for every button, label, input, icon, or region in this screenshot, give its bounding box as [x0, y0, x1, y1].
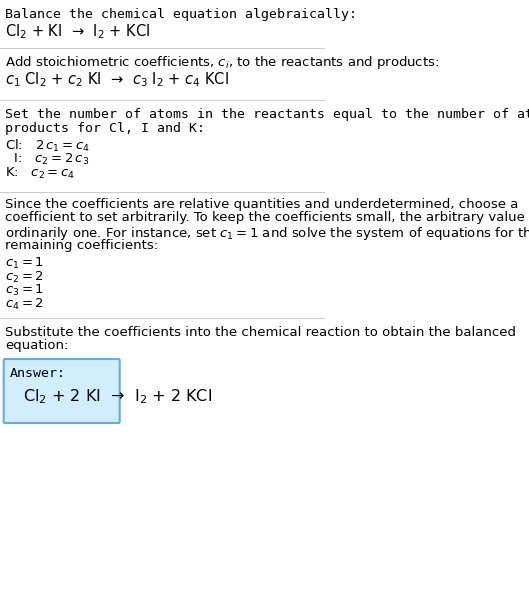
FancyBboxPatch shape — [4, 359, 120, 423]
Text: Cl$_2$ + KI  →  I$_2$ + KCl: Cl$_2$ + KI → I$_2$ + KCl — [5, 22, 150, 41]
Text: Since the coefficients are relative quantities and underdetermined, choose a: Since the coefficients are relative quan… — [5, 198, 518, 211]
Text: Answer:: Answer: — [10, 367, 66, 380]
Text: coefficient to set arbitrarily. To keep the coefficients small, the arbitrary va: coefficient to set arbitrarily. To keep … — [5, 211, 529, 225]
Text: $c_3 = 1$: $c_3 = 1$ — [5, 283, 44, 298]
Text: Set the number of atoms in the reactants equal to the number of atoms in the: Set the number of atoms in the reactants… — [5, 108, 529, 121]
Text: K:   $c_2 = c_4$: K: $c_2 = c_4$ — [5, 166, 75, 181]
Text: $c_4 = 2$: $c_4 = 2$ — [5, 296, 44, 311]
Text: Substitute the coefficients into the chemical reaction to obtain the balanced: Substitute the coefficients into the che… — [5, 326, 516, 339]
Text: remaining coefficients:: remaining coefficients: — [5, 239, 158, 251]
Text: products for Cl, I and K:: products for Cl, I and K: — [5, 122, 205, 135]
Text: Cl:   $2\,c_1 = c_4$: Cl: $2\,c_1 = c_4$ — [5, 138, 90, 154]
Text: ordinarily one. For instance, set $c_1 = 1$ and solve the system of equations fo: ordinarily one. For instance, set $c_1 =… — [5, 225, 529, 242]
Text: Cl$_2$ + 2 KI  →  I$_2$ + 2 KCl: Cl$_2$ + 2 KI → I$_2$ + 2 KCl — [23, 387, 213, 405]
Text: Add stoichiometric coefficients, $c_i$, to the reactants and products:: Add stoichiometric coefficients, $c_i$, … — [5, 54, 439, 71]
Text: $c_2 = 2$: $c_2 = 2$ — [5, 270, 44, 285]
Text: Balance the chemical equation algebraically:: Balance the chemical equation algebraica… — [5, 8, 357, 21]
Text: equation:: equation: — [5, 339, 68, 353]
Text: I:   $c_2 = 2\,c_3$: I: $c_2 = 2\,c_3$ — [5, 152, 89, 167]
Text: $c_1$ Cl$_2$ + $c_2$ KI  →  $c_3$ I$_2$ + $c_4$ KCl: $c_1$ Cl$_2$ + $c_2$ KI → $c_3$ I$_2$ + … — [5, 70, 229, 89]
Text: $c_1 = 1$: $c_1 = 1$ — [5, 256, 44, 271]
